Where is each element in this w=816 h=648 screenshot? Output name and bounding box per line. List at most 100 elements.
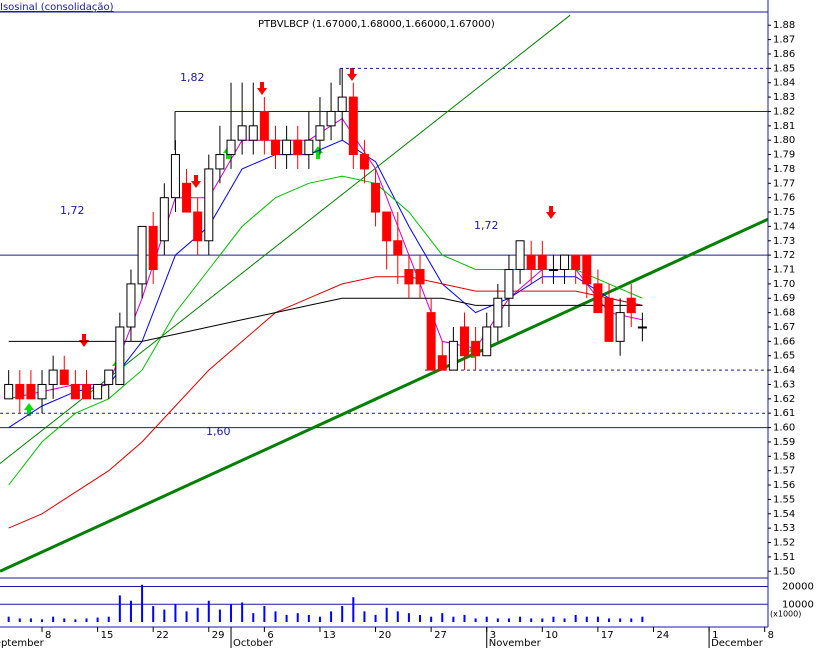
y-tick-label: 1.70 xyxy=(773,279,795,290)
y-tick-label: 1.82 xyxy=(773,106,795,117)
candle-body xyxy=(193,211,203,242)
candle-body xyxy=(604,297,614,342)
y-tick-label: 1.85 xyxy=(773,63,795,74)
volume-bar xyxy=(29,618,32,622)
candle-body xyxy=(15,383,25,400)
candle-body xyxy=(4,383,14,400)
volume-tick-label: 10000 xyxy=(782,599,814,610)
volume-bar xyxy=(7,616,10,622)
candle-body xyxy=(359,154,369,170)
month-label: October xyxy=(233,638,274,648)
volume-bar xyxy=(41,619,44,622)
y-tick-label: 1.69 xyxy=(773,293,795,304)
y-tick-label: 1.71 xyxy=(773,265,795,276)
candle-body xyxy=(637,326,647,329)
volume-bar xyxy=(218,609,221,622)
candle-body xyxy=(415,269,425,285)
candle-body xyxy=(337,96,347,112)
level-annotation: 1,82 xyxy=(180,71,205,84)
candle-body xyxy=(137,225,147,285)
x-tick-label: 8 xyxy=(45,630,51,641)
volume-bar xyxy=(52,616,55,622)
volume-bar xyxy=(363,611,366,622)
y-tick-label: 1.65 xyxy=(773,351,795,362)
y-tick-label: 1.66 xyxy=(773,336,795,347)
moving-average xyxy=(8,175,643,486)
x-tick-label: 8 xyxy=(768,630,774,641)
candle-body xyxy=(48,369,58,385)
x-tick-label: 3 xyxy=(490,630,496,641)
candle-body xyxy=(170,154,180,199)
y-tick-label: 1.60 xyxy=(773,423,795,434)
sell-arrow xyxy=(347,68,357,81)
buy-arrow xyxy=(313,146,323,159)
candle-body xyxy=(382,211,392,242)
candle-body xyxy=(204,168,214,242)
volume-bar xyxy=(96,617,99,622)
candle-body xyxy=(81,383,91,400)
indicator-label: Isosinal (consolidação) xyxy=(0,2,114,13)
x-tick-label: 22 xyxy=(156,630,169,641)
volume-bar xyxy=(174,604,177,622)
y-tick-label: 1.72 xyxy=(773,250,795,261)
candle-body xyxy=(482,326,492,357)
candle-body xyxy=(560,254,570,271)
y-tick-label: 1.57 xyxy=(773,466,795,477)
plot-area xyxy=(0,14,768,573)
y-tick-label: 1.58 xyxy=(773,451,795,462)
sell-arrow xyxy=(546,206,556,219)
volume-bar xyxy=(385,607,388,622)
y-tick-label: 1.50 xyxy=(773,566,795,577)
volume-bar xyxy=(430,616,433,622)
level-annotation: 1,72 xyxy=(474,219,499,232)
volume-bar xyxy=(441,613,444,622)
y-tick-label: 1.77 xyxy=(773,178,795,189)
candle-body xyxy=(348,96,358,156)
candle-body xyxy=(393,240,403,256)
candle-body xyxy=(59,369,69,385)
y-tick-label: 1.63 xyxy=(773,379,795,390)
candle-body xyxy=(582,254,592,285)
x-tick-label: 10 xyxy=(545,630,558,641)
volume-bar xyxy=(519,616,522,622)
moving-average xyxy=(8,276,643,529)
volume-bar xyxy=(85,618,88,622)
x-tick-label: 20 xyxy=(379,630,392,641)
sell-arrow xyxy=(191,175,201,188)
y-tick-label: 1.59 xyxy=(773,437,795,448)
y-tick-label: 1.79 xyxy=(773,150,795,161)
volume-bar xyxy=(585,616,588,622)
y-tick-label: 1.62 xyxy=(773,394,795,405)
candle-body xyxy=(182,182,192,213)
level-annotation: 1,60 xyxy=(206,425,231,438)
y-tick-label: 1.73 xyxy=(773,236,795,247)
volume-bar xyxy=(419,614,422,622)
candle-body xyxy=(471,340,481,357)
candle-body xyxy=(537,254,547,271)
volume-bar xyxy=(619,618,622,622)
candle-body xyxy=(571,254,581,271)
y-tick-label: 1.83 xyxy=(773,92,795,103)
candle-body xyxy=(126,283,136,328)
y-tick-label: 1.52 xyxy=(773,538,795,549)
x-tick-label: 13 xyxy=(323,630,336,641)
y-tick-label: 1.87 xyxy=(773,35,795,46)
candle-body xyxy=(215,154,225,170)
volume-bar xyxy=(563,618,566,622)
volume-bar xyxy=(307,614,310,622)
volume-bar xyxy=(318,616,321,622)
candle-body xyxy=(548,269,558,272)
volume-bar xyxy=(285,614,288,622)
volume-bar xyxy=(374,614,377,622)
x-tick-label: 27 xyxy=(434,630,447,641)
candle-body xyxy=(159,197,169,242)
month-label: December xyxy=(711,638,764,648)
candle-body xyxy=(515,240,525,271)
volume-bar xyxy=(452,616,455,622)
candle-body xyxy=(304,139,314,156)
candle-body xyxy=(226,139,236,156)
candle-body xyxy=(371,182,381,213)
volume-bar xyxy=(230,604,233,622)
candle-body xyxy=(270,139,280,156)
